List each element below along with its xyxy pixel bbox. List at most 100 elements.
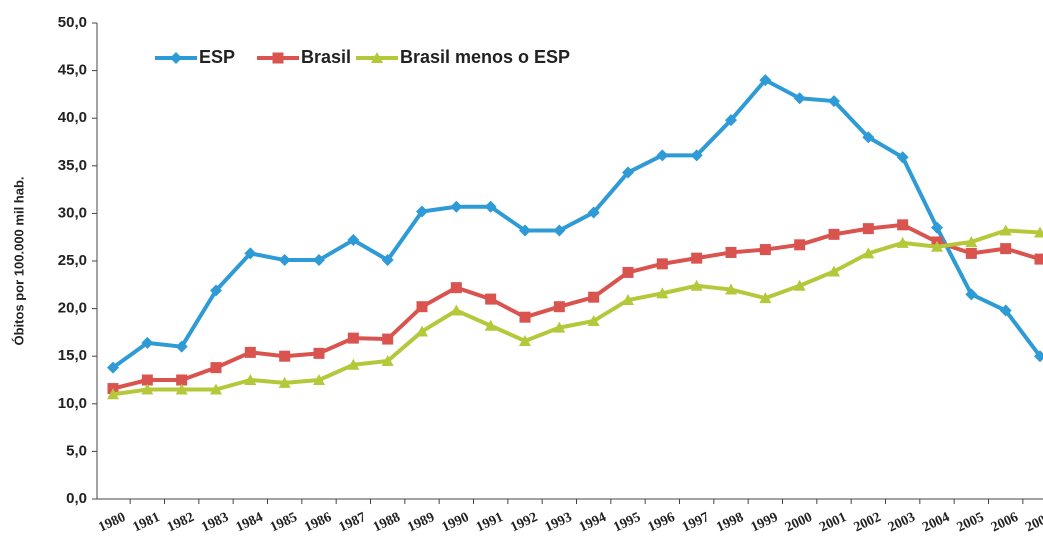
marker [381,354,394,366]
x-tick-label: 1991 [474,510,506,535]
y-tick-label: 5,0 [66,442,87,459]
marker [828,228,840,240]
marker [965,235,978,247]
x-tick-label: 1989 [405,510,437,535]
legend-marker [170,52,182,64]
x-tick-label: 1994 [577,510,609,535]
marker [622,294,634,306]
marker [176,374,188,386]
marker [416,205,428,218]
marker [107,361,119,374]
x-tick-label: 2005 [955,510,987,535]
marker [759,292,772,304]
x-tick-label: 2003 [886,510,918,535]
marker [759,244,771,256]
marker [141,374,153,386]
marker [519,311,531,323]
x-tick-label: 2004 [920,510,952,535]
marker [519,224,531,237]
marker [828,265,840,277]
x-tick-label: 1980 [96,510,128,535]
legend-label: Brasil [301,47,351,67]
marker [347,234,360,247]
x-tick-label: 1985 [268,510,300,535]
x-tick-label: 1993 [543,510,575,535]
marker [450,304,463,316]
marker [210,284,222,297]
legend-label: Brasil menos o ESP [400,47,570,67]
marker [622,166,634,179]
x-tick-label: 1988 [371,510,403,535]
x-tick-label: 2002 [852,510,884,535]
marker [279,350,291,362]
marker [931,240,943,252]
marker [278,254,291,267]
marker [313,347,325,359]
marker [381,254,394,267]
marker [313,374,325,385]
y-tick-label: 0,0 [66,490,87,507]
marker [622,266,634,278]
marker [828,95,840,108]
marker [175,340,188,353]
x-tick-label: 2007 [1023,510,1043,535]
marker [485,293,497,305]
marker [690,279,703,291]
marker [210,362,222,374]
marker [690,149,703,162]
legend-marker [371,52,383,63]
marker [999,304,1012,317]
marker [450,200,463,213]
marker [107,388,119,400]
marker [1034,253,1043,265]
marker [347,358,360,370]
y-tick-label: 45,0 [58,62,87,79]
x-tick-label: 1984 [234,510,266,535]
x-tick-label: 1990 [440,510,472,535]
marker [484,319,497,331]
marker [553,301,565,313]
marker [587,206,600,219]
marker [931,221,943,234]
y-tick-label: 15,0 [58,347,87,364]
marker [244,247,257,260]
marker [1034,350,1043,363]
x-tick-label: 1996 [646,510,678,535]
marker [519,334,531,346]
y-tick-label: 30,0 [58,204,87,221]
marker [244,374,257,385]
marker [862,131,875,144]
x-tick-label: 2006 [989,510,1021,535]
marker [793,92,806,105]
marker [278,376,291,388]
marker [999,224,1012,236]
marker [175,383,188,395]
legend-label: ESP [199,47,235,67]
series-line [111,78,1042,370]
marker [965,247,977,259]
marker [691,252,703,264]
marker [965,288,978,301]
marker [1000,243,1012,255]
x-tick-label: 1999 [749,510,781,535]
marker [210,383,222,395]
marker [141,336,154,349]
y-tick-label: 10,0 [58,395,87,412]
marker [794,239,806,251]
marker [347,332,359,344]
series-line [112,228,1041,397]
y-tick-label: 50,0 [58,14,87,31]
x-tick-label: 1997 [680,510,712,535]
marker [725,114,737,127]
marker [793,279,806,291]
marker [656,149,669,162]
x-tick-label: 2000 [783,510,815,535]
y-tick-label: 35,0 [58,157,87,174]
marker [382,333,394,345]
y-tick-label: 25,0 [58,252,87,269]
x-tick-label: 1981 [131,510,163,535]
marker [553,224,566,237]
y-tick-label: 40,0 [58,109,87,126]
x-tick-label: 1992 [508,510,540,535]
